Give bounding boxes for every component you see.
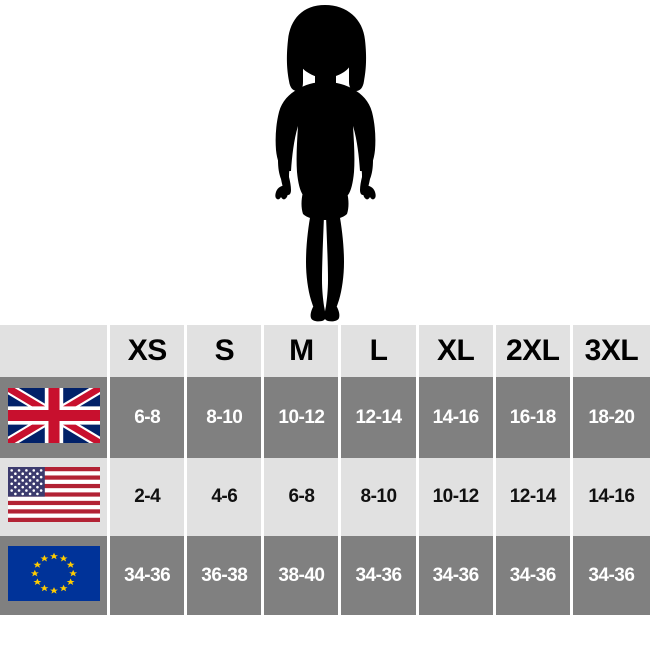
us-size-xl: 10-12 xyxy=(418,458,496,536)
eu-size-xs: 34-36 xyxy=(110,536,188,615)
uk-size-l: 12-14 xyxy=(341,376,419,459)
us-size-xs: 2-4 xyxy=(110,458,188,536)
eu-size-3xl: 34-36 xyxy=(572,536,650,615)
table-row-eu: 34-36 36-38 38-40 34-36 34-36 34-36 34-3… xyxy=(0,536,650,615)
header-size-l: L xyxy=(341,325,419,377)
us-size-3xl: 14-16 xyxy=(572,458,650,536)
uk-size-m: 10-12 xyxy=(264,376,342,459)
header-size-s: S xyxy=(187,325,265,377)
eu-size-m: 38-40 xyxy=(264,536,342,615)
figure-area xyxy=(275,5,376,322)
us-size-m: 6-8 xyxy=(264,458,342,536)
eu-size-s: 36-38 xyxy=(187,536,265,615)
table-row-us: 2-4 4-6 6-8 8-10 10-12 12-14 14-16 xyxy=(0,458,650,536)
us-size-2xl: 12-14 xyxy=(495,458,573,536)
us-size-l: 8-10 xyxy=(341,458,419,536)
us-flag-cell xyxy=(0,458,111,536)
size-chart-table: XS S M L XL 2XL 3XL xyxy=(0,325,650,615)
header-size-xl: XL xyxy=(418,325,496,377)
header-size-m: M xyxy=(264,325,342,377)
uk-flag-cell xyxy=(0,376,111,459)
uk-size-s: 8-10 xyxy=(187,376,265,459)
header-size-xs: XS xyxy=(110,325,188,377)
female-body-silhouette-icon xyxy=(275,5,376,322)
uk-size-xs: 6-8 xyxy=(110,376,188,459)
header-size-3xl: 3XL xyxy=(572,325,650,377)
table-header-row: XS S M L XL 2XL 3XL xyxy=(0,325,650,377)
table-row-uk: 6-8 8-10 10-12 12-14 14-16 16-18 18-20 xyxy=(0,376,650,459)
header-corner-cell xyxy=(0,325,111,377)
eu-size-l: 34-36 xyxy=(341,536,419,615)
eu-flag-icon xyxy=(7,545,100,601)
eu-size-2xl: 34-36 xyxy=(495,536,573,615)
uk-flag-icon xyxy=(7,387,100,443)
eu-flag-cell xyxy=(0,536,111,615)
uk-size-xl: 14-16 xyxy=(418,376,496,459)
header-size-2xl: 2XL xyxy=(495,325,573,377)
uk-size-3xl: 18-20 xyxy=(572,376,650,459)
eu-size-xl: 34-36 xyxy=(418,536,496,615)
us-size-s: 4-6 xyxy=(187,458,265,536)
us-flag-icon xyxy=(7,467,100,523)
uk-size-2xl: 16-18 xyxy=(495,376,573,459)
